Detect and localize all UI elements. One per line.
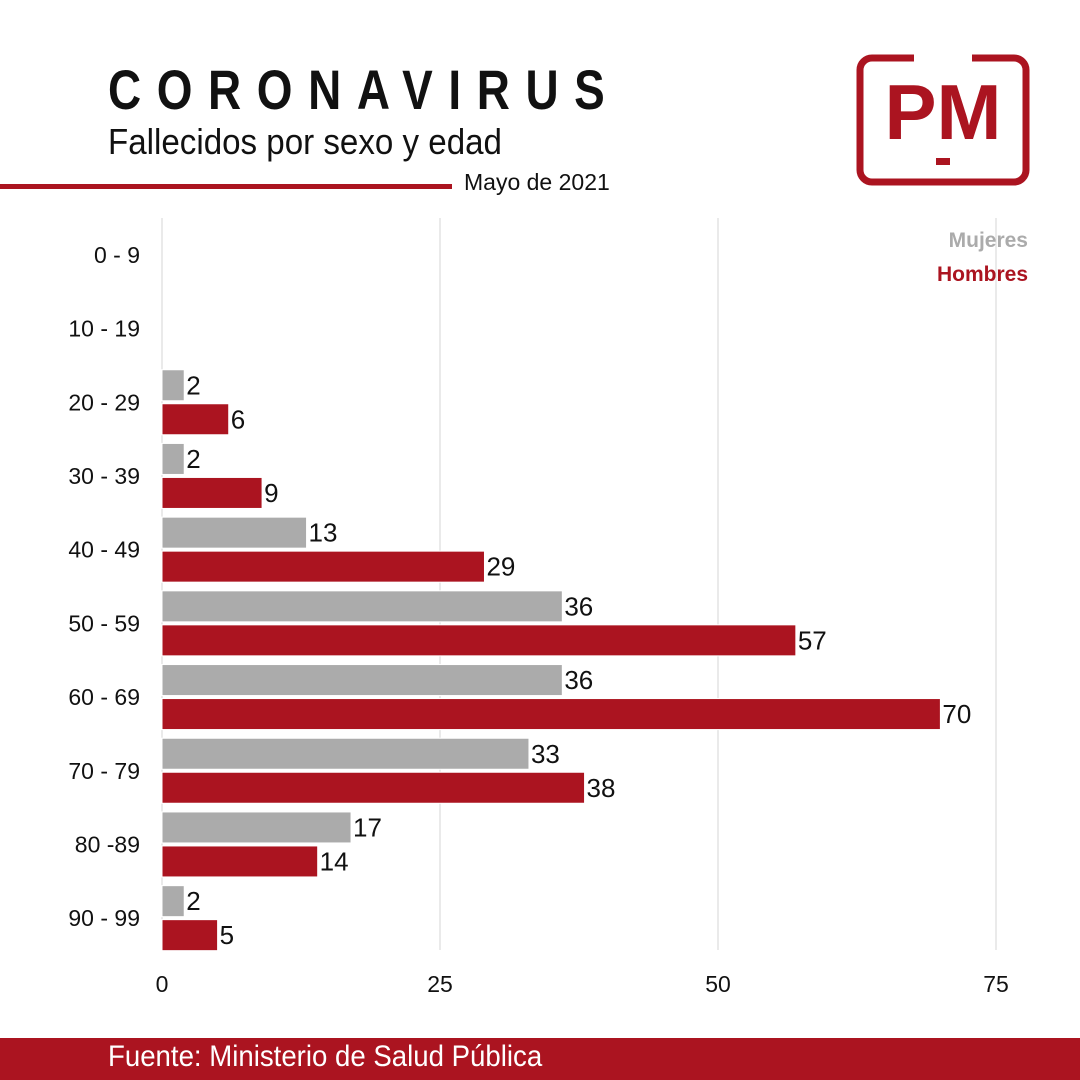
bar-hombres-9 (161, 919, 219, 952)
bar-hombres-4 (161, 550, 485, 583)
y-tick-label: 20 - 29 (68, 389, 140, 415)
value-label-mujeres: 2 (186, 886, 200, 916)
legend: Mujeres Hombres (937, 224, 1028, 292)
chart-subtitle: Fallecidos por sexo y edad (108, 121, 502, 162)
value-label-hombres: 70 (942, 699, 971, 729)
value-label-hombres: 5 (220, 920, 234, 950)
bar-hombres-2 (161, 403, 230, 436)
y-tick-label: 80 -89 (75, 831, 140, 857)
legend-hombres: Hombres (936, 263, 1028, 286)
bar-hombres-3 (161, 476, 263, 509)
bar-mujeres-7 (161, 737, 530, 770)
source-note: Fuente: Ministerio de Salud Pública (108, 1040, 543, 1073)
value-label-hombres: 38 (587, 773, 616, 803)
y-tick-label: 90 - 99 (68, 905, 140, 931)
value-label-hombres: 9 (264, 478, 278, 508)
x-tick-label: 50 (705, 971, 731, 997)
x-tick-label: 25 (427, 971, 453, 997)
x-tick-label: 75 (983, 971, 1009, 997)
y-tick-label: 40 - 49 (68, 537, 140, 563)
value-label-hombres: 29 (486, 552, 515, 582)
value-label-hombres: 14 (320, 846, 349, 876)
y-tick-label: 70 - 79 (68, 758, 140, 784)
value-label-mujeres: 33 (531, 739, 560, 769)
value-label-mujeres: 36 (564, 591, 593, 621)
bar-mujeres-4 (161, 516, 308, 549)
footer-bar (0, 1038, 1080, 1080)
chart-title: CORONAVIRUS (108, 58, 621, 121)
bar-hombres-5 (161, 624, 797, 657)
logo-screen-notch (936, 158, 950, 165)
y-tick-label: 0 - 9 (94, 242, 140, 268)
value-label-mujeres: 2 (186, 444, 200, 474)
value-label-mujeres: 2 (186, 370, 200, 400)
legend-mujeres: Mujeres (948, 229, 1028, 252)
y-tick-label: 60 - 69 (68, 684, 140, 710)
x-tick-label: 0 (156, 971, 169, 997)
logo-text: PM (885, 68, 1002, 156)
pm-logo: PM (856, 54, 1030, 186)
bar-hombres-8 (161, 845, 319, 878)
value-label-hombres: 57 (798, 625, 827, 655)
bar-mujeres-8 (161, 811, 352, 844)
y-tick-label: 10 - 19 (68, 316, 140, 342)
bar-mujeres-3 (161, 442, 185, 475)
value-label-mujeres: 13 (309, 518, 338, 548)
logo-gap (914, 54, 972, 66)
bar-mujeres-6 (161, 664, 563, 697)
value-label-mujeres: 17 (353, 812, 382, 842)
y-tick-label: 30 - 39 (68, 463, 140, 489)
value-label-mujeres: 36 (564, 665, 593, 695)
title-rule (0, 184, 452, 189)
bar-mujeres-9 (161, 885, 185, 918)
bar-hombres-7 (161, 771, 586, 804)
bar-mujeres-2 (161, 369, 185, 402)
bar-mujeres-5 (161, 590, 563, 623)
date-label: Mayo de 2021 (464, 169, 610, 195)
y-tick-label: 50 - 59 (68, 610, 140, 636)
bar-hombres-6 (161, 698, 941, 731)
value-label-hombres: 6 (231, 404, 245, 434)
